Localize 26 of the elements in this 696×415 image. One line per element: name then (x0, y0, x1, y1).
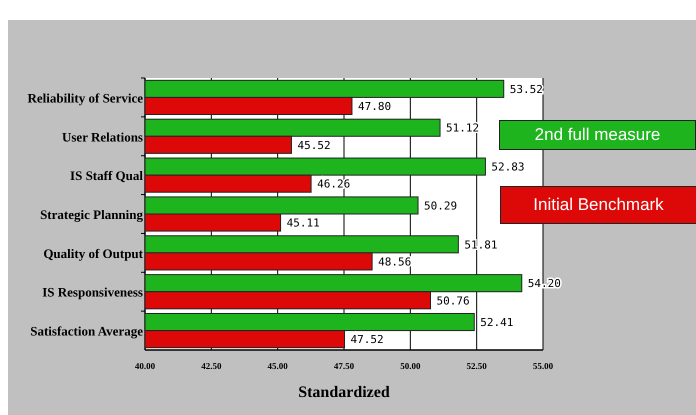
data-label: 45.11 (286, 216, 320, 230)
data-label: 47.52 (350, 333, 384, 346)
data-label: 52.83 (491, 160, 525, 174)
x-axis-title: Standardized (298, 384, 390, 401)
data-label: 52.41 (480, 316, 514, 330)
y-tick-label: User Relations (62, 129, 143, 144)
y-tick-label: IS Responsiveness (42, 284, 143, 300)
data-label: 50.29 (424, 199, 458, 212)
data-label: 50.76 (436, 294, 470, 308)
x-tick-label: 55.00 (532, 361, 554, 371)
y-tick-label: Quality of Output (43, 246, 144, 261)
x-tick-label: 40.00 (134, 361, 156, 371)
y-tick-label: Satisfaction Average (30, 324, 144, 339)
x-tick-label: 45.00 (268, 361, 288, 371)
y-tick-label: Reliability of Service (27, 90, 144, 106)
y-tick-label: Strategic Planning (40, 207, 144, 222)
x-tick-label: 52.50 (466, 361, 488, 371)
x-tick-label: 42.50 (201, 361, 222, 371)
data-label: 47.80 (358, 100, 392, 113)
x-tick-label: 47.50 (334, 361, 355, 371)
data-label: 45.52 (297, 138, 331, 152)
y-tick-label: IS Staff Qual (70, 168, 144, 184)
x-tick-label: 50.00 (400, 361, 421, 371)
legend-key: Initial Benchmark (500, 186, 696, 224)
legend-key: 2nd full measure (499, 120, 696, 150)
data-label: 53.52 (510, 82, 543, 96)
